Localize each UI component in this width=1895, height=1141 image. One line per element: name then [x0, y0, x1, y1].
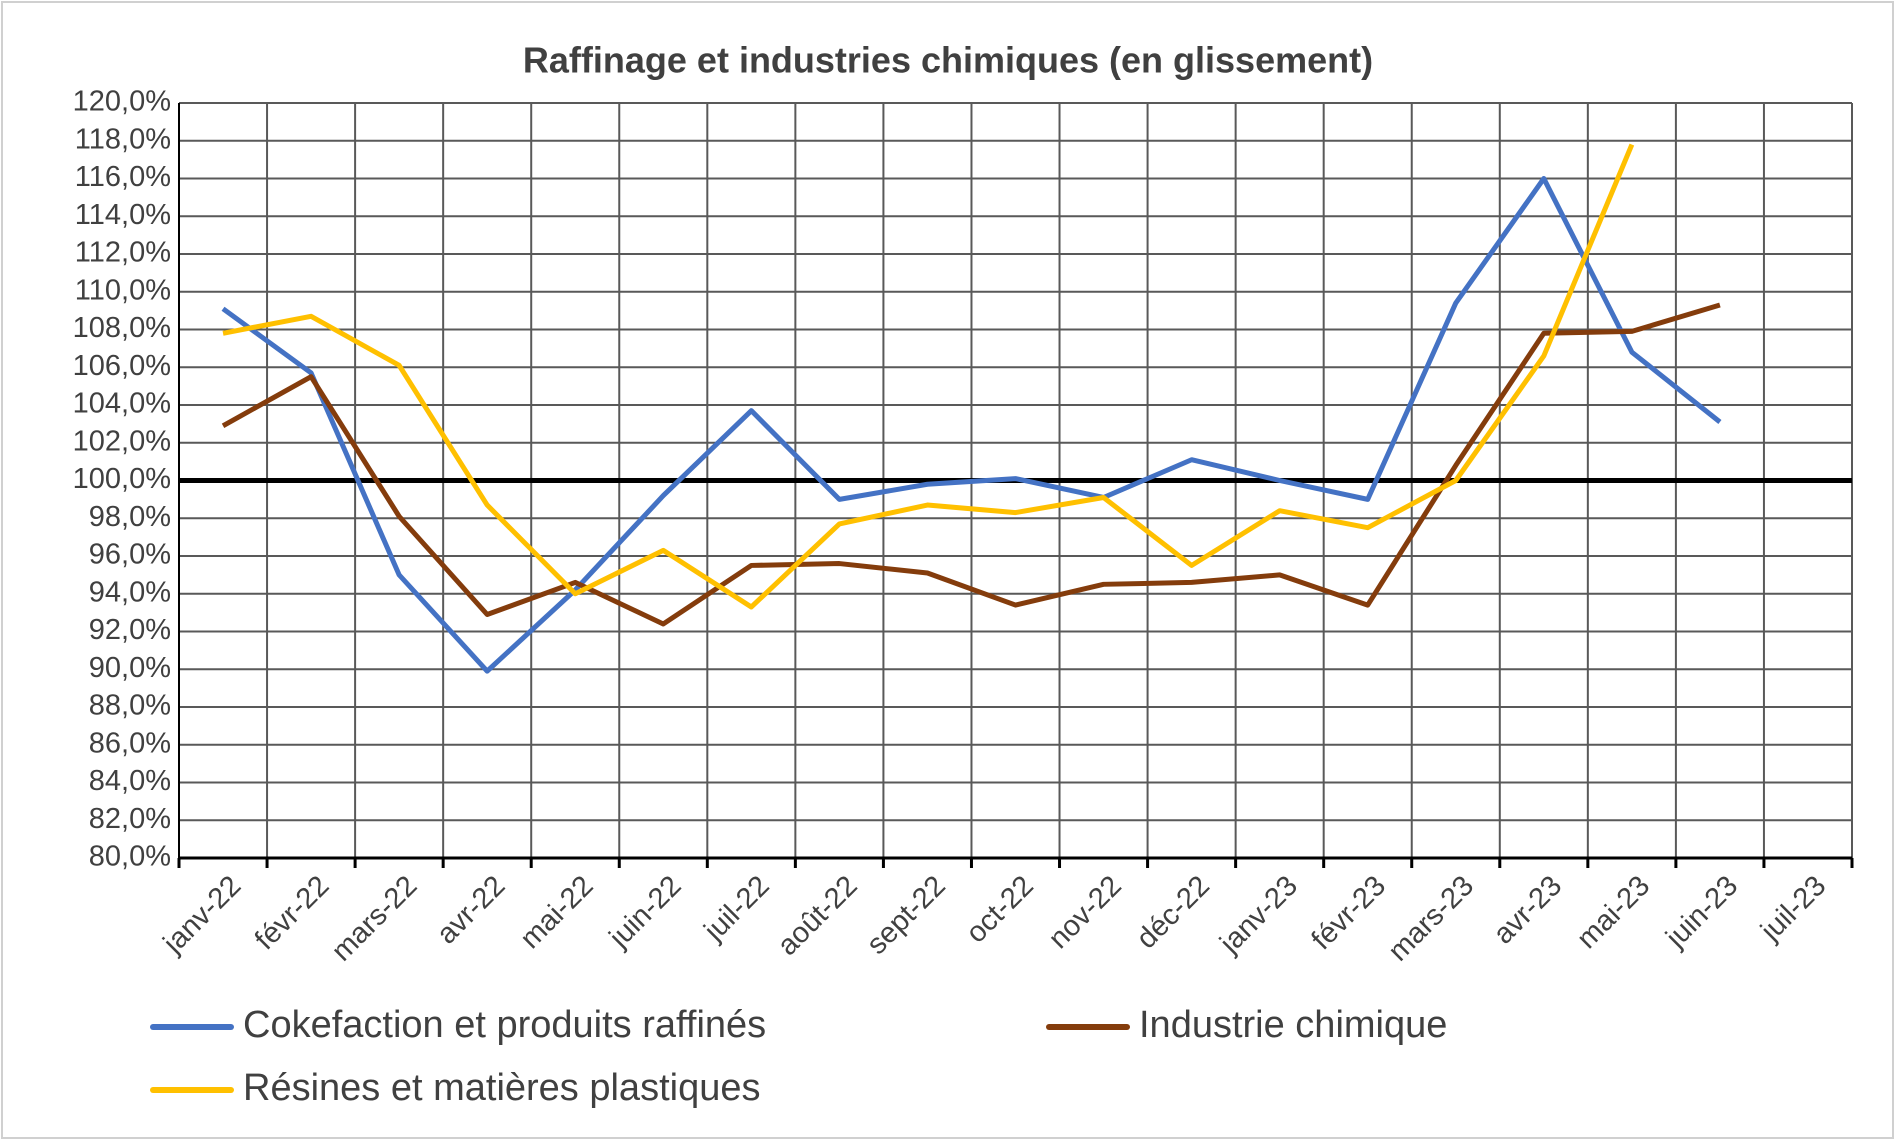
y-tick-label: 102,0% [73, 425, 171, 457]
y-tick-label: 118,0% [75, 123, 171, 155]
y-tick-label: 120,0% [73, 86, 171, 118]
y-tick-label: 86,0% [89, 727, 171, 759]
legend-label: Industrie chimique [1139, 1004, 1447, 1046]
line-series [221, 302, 1721, 627]
y-tick-label: 88,0% [89, 690, 171, 722]
y-tick-label: 82,0% [89, 803, 171, 835]
y-tick-label: 94,0% [89, 576, 171, 608]
y-tick-label: 104,0% [73, 388, 171, 420]
y-tick-label: 100,0% [73, 463, 171, 495]
y-tick-label: 106,0% [73, 350, 171, 382]
y-tick-label: 80,0% [89, 841, 171, 873]
y-tick-label: 110,0% [75, 274, 171, 306]
y-tick-label: 112,0% [75, 237, 171, 269]
line-series [221, 176, 1722, 674]
y-tick-label: 108,0% [73, 312, 171, 344]
y-tick-label: 116,0% [75, 161, 171, 193]
chart-title: Raffinage et industries chimiques (en gl… [523, 40, 1373, 81]
y-tick-label: 96,0% [89, 539, 171, 571]
y-tick-label: 114,0% [75, 199, 171, 231]
legend-label: Résines et matières plastiques [243, 1067, 760, 1109]
legend-label: Cokefaction et produits raffinés [243, 1004, 766, 1046]
y-tick-label: 92,0% [89, 614, 171, 646]
y-tick-label: 84,0% [89, 765, 171, 797]
y-tick-label: 90,0% [89, 652, 171, 684]
line-series [222, 143, 1635, 610]
y-tick-label: 98,0% [89, 501, 171, 533]
